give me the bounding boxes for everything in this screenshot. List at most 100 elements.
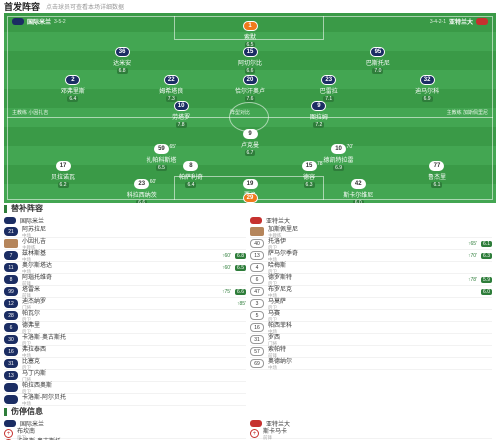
away-player[interactable]: 15 德容 6.3 78' [279, 161, 339, 188]
sub-player-row[interactable]: 21 阿苏拉尼 中场 [4, 226, 246, 238]
sub-player-row[interactable]: 16 帕西菲科 中场 [250, 322, 492, 334]
sub-player-row[interactable]: 30 卡洛斯·奥古斯托 后卫 [4, 334, 246, 346]
sub-position: 后卫 [22, 329, 31, 334]
player-number: 32 [419, 75, 435, 85]
player-name: 科拉西纳茨 [126, 193, 157, 199]
injury-row[interactable]: + 斯卡马卡 前锋 [250, 429, 492, 440]
injury-player-name: 卡洛斯·奥古斯托 [17, 436, 246, 440]
sub-info: 罗西 门将 [268, 332, 492, 347]
sub-number: 30 [4, 335, 18, 344]
away-player[interactable]: 29卡尔内塞基5.8 [220, 193, 280, 203]
sub-player-row[interactable]: 13 萨马尔季奇 中场 ↑70' 6.3 [250, 250, 492, 262]
home-player[interactable]: 95 巴斯托尼 7.0 [348, 47, 408, 74]
sub-number: 21 [4, 227, 18, 236]
player-rating: 7.8 [175, 122, 187, 128]
sub-player-row[interactable]: 3 马莫萨 后卫 [250, 298, 492, 310]
away-player[interactable]: 9 卢克曼 6.7 [220, 129, 280, 156]
home-player[interactable]: 2 邓弗里斯 6.4 [43, 75, 103, 102]
home-team-logo [12, 18, 24, 25]
injury-section-title: 伤停信息 [11, 407, 43, 416]
sub-player-row[interactable]: 6 德罗斯特 后卫 ↑78' 5.9 [250, 274, 492, 286]
sub-in-time: ↑70' [468, 252, 478, 259]
sub-position: 前锋 [268, 353, 277, 358]
subs-away-team: 亚特兰大 [250, 216, 496, 225]
coach-row[interactable]: 加斯佩里尼 主教练 [250, 226, 492, 238]
player-rating: 7.6 [244, 96, 256, 102]
away-player[interactable]: 23 科拉西纳茨 6.6 60' [112, 179, 172, 203]
sub-position: 门将 [268, 341, 277, 346]
player-rating: 6.0 [352, 200, 364, 203]
sub-number: 6 [4, 323, 18, 332]
player-name: 迪马尔科 [415, 89, 440, 95]
sub-player-row[interactable]: 卡洛斯-阿尔贝托 中场 [4, 394, 246, 406]
home-team-logo [4, 419, 16, 427]
sub-player-row[interactable]: 13 马丁内斯 门将 [4, 370, 246, 382]
subs-home-column: 21 阿苏拉尼 中场 小因扎吉 主教练 7 兹林斯基 中场 ↑60' 6.8 11 奥尔斯塔达 中场 ↑6… [4, 226, 250, 406]
section-bar [4, 407, 7, 416]
home-player[interactable]: 23 巴雷拉 7.1 [299, 75, 359, 102]
player-name: 巴斯托尼 [365, 61, 390, 67]
player-number: 95 [370, 47, 386, 57]
sub-name: 罗西 [268, 335, 281, 341]
sub-name: 德罗斯特 [268, 275, 293, 281]
sub-player-row[interactable]: 5 马赛 后卫 [250, 310, 492, 322]
injury-row[interactable]: + 布坎南 后卫 [4, 429, 246, 440]
player-number: 36 [114, 47, 130, 57]
pitch-label-center: 阵型对比 [230, 110, 251, 116]
sub-position: 中场 [22, 233, 31, 238]
player-rating: 7.2 [313, 122, 325, 128]
away-player[interactable]: 8 帕萨利奇 6.4 [161, 161, 221, 188]
away-player[interactable]: 17 贝拉诺瓦 6.2 [33, 161, 93, 188]
home-player[interactable]: 15 阿切尔比 6.6 [220, 47, 280, 74]
away-player[interactable]: 77 鲁杰里 6.1 [407, 161, 467, 188]
sub-number: 4 [250, 263, 264, 272]
sub-number: 57 [250, 347, 264, 356]
player-rating: 6.4 [67, 96, 79, 102]
sub-player-row[interactable]: 31 比塞克 后卫 [4, 358, 246, 370]
away-player[interactable]: 42 斯卡尔维尼 6.0 [328, 179, 388, 203]
sub-player-row[interactable]: 47 布罗尼克 中场 6.0 [250, 286, 492, 298]
away-player[interactable]: 10 德凯特拉雷 6.9 70' [309, 144, 369, 171]
home-player[interactable]: 32 迪马尔科 6.9 [397, 75, 457, 102]
player-rating: 6.1 [431, 182, 443, 188]
sub-player-row[interactable]: 40 托洛伊 后卫 ↑65' 6.1 [250, 238, 492, 250]
player-number: 10 [173, 101, 189, 111]
player-rating: 7.3 [165, 96, 177, 102]
lineup-subtitle: 点击球员可查看本场详细数据 [46, 5, 125, 11]
sub-position: 后卫 [268, 305, 277, 310]
sub-player-row[interactable]: 12 迪杰纳罗 门将 ↑85' [4, 298, 246, 310]
sub-name: 加斯佩里尼 [268, 227, 299, 233]
sub-player-row[interactable]: 31 罗西 门将 [250, 334, 492, 346]
sub-rating: 6.0 [481, 288, 492, 295]
sub-player-row[interactable]: 16 弗拉泰西 中场 [4, 346, 246, 358]
home-player[interactable]: 36 达米安 6.8 [92, 47, 152, 74]
sub-player-row[interactable]: 7 兹林斯基 中场 ↑60' 6.8 [4, 250, 246, 262]
player-number: 9 [242, 129, 258, 139]
coach-row[interactable]: 小因扎吉 主教练 [4, 238, 246, 250]
sub-info: 迪杰纳罗 门将 [22, 296, 233, 311]
sub-player-row[interactable]: 57 索帕特 前锋 [250, 346, 492, 358]
sub-player-row[interactable]: 11 奥尔斯塔达 中场 ↑60' 6.5 [4, 262, 246, 274]
sub-name: 卡洛斯·奥古斯托 [22, 335, 66, 341]
sub-player-row[interactable]: 帕拉西奥斯 后卫 [4, 382, 246, 394]
home-player[interactable]: 22 姆希塔良 7.3 [141, 75, 201, 102]
sub-name: 奥德纳尔 [268, 359, 293, 365]
home-player[interactable]: 9 图拉姆 7.2 [289, 101, 349, 128]
sub-player-row[interactable]: 28 帕瓦尔 后卫 [4, 310, 246, 322]
sub-info: 马莫萨 后卫 [268, 296, 492, 311]
sub-rating: 5.9 [481, 276, 492, 283]
sub-in-time: ↑65' [468, 240, 478, 247]
sub-player-row[interactable]: 4 哈梅斯 后卫 [250, 262, 492, 274]
sub-number: 31 [4, 359, 18, 368]
sub-player-row[interactable]: 6 德弗里 后卫 [4, 322, 246, 334]
home-player[interactable]: 20 恰尔汗奥卢 7.6 [220, 75, 280, 102]
player-name: 扎帕科斯塔 [146, 158, 177, 164]
home-player[interactable]: 10 劳塔罗 7.8 [151, 101, 211, 128]
sub-player-row[interactable]: 99 塔雷米 前锋 ↑75' 6.6 [4, 286, 246, 298]
subs-section-title: 替补阵容 [11, 204, 43, 213]
away-player[interactable]: 59 扎帕科斯塔 6.5 65' [131, 144, 191, 171]
home-player[interactable]: 1 索默 6.5 [220, 21, 280, 48]
sub-player-row[interactable]: 69 奥德纳尔 中场 [250, 358, 492, 370]
sub-out-time: 65' [169, 144, 176, 150]
sub-player-row[interactable]: 8 阿瑙托维奇 前锋 [4, 274, 246, 286]
